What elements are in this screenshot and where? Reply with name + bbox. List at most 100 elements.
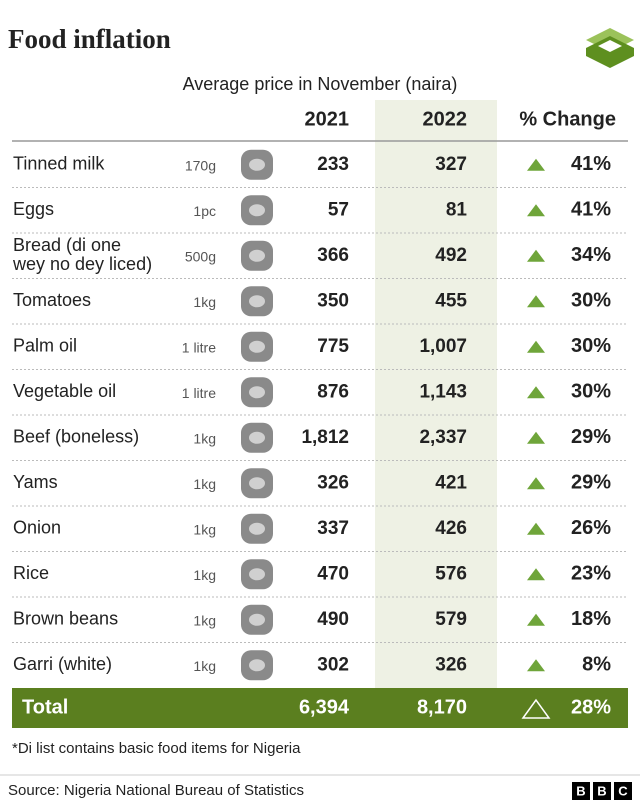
item-name: Brown beans — [13, 609, 118, 629]
item-icon-detail — [249, 340, 265, 353]
up-arrow — [527, 431, 545, 444]
price-2021: 302 — [317, 654, 349, 675]
up-arrow — [521, 698, 551, 719]
item-icon-detail — [249, 568, 265, 581]
price-2022: 327 — [435, 154, 467, 175]
item-icon-detail — [249, 613, 265, 626]
price-2021: 876 — [317, 381, 349, 402]
pct-change: 30% — [571, 381, 611, 403]
item-name: Garri (white) — [13, 654, 112, 674]
header-cell: 2021 — [305, 108, 350, 130]
up-arrow — [527, 295, 545, 308]
item-name: Yams — [13, 472, 58, 492]
item-name: wey no dey liced) — [12, 254, 152, 274]
up-arrow — [527, 249, 545, 262]
price-2021: 337 — [317, 518, 349, 539]
price-2022: 576 — [435, 563, 467, 584]
price-2022: 455 — [435, 290, 467, 311]
item-unit: 1kg — [193, 612, 216, 628]
item-name: Rice — [13, 563, 49, 583]
price-2021: 775 — [317, 336, 349, 357]
item-icon-detail — [249, 477, 265, 490]
logo-icon — [586, 28, 634, 68]
item-name: Palm oil — [13, 336, 77, 356]
title: Food inflation — [8, 24, 171, 54]
price-2021: 233 — [317, 154, 349, 175]
item-name: Eggs — [13, 199, 54, 219]
footnote: *Di list contains basic food items for N… — [12, 740, 301, 757]
item-icon-detail — [249, 249, 265, 262]
item-name: Bread (di one — [13, 235, 121, 255]
item-icon-detail — [249, 659, 265, 672]
logo-letter: B — [576, 783, 585, 798]
price-2022: 81 — [446, 199, 468, 220]
up-arrow — [527, 522, 545, 535]
item-unit: 170g — [185, 157, 216, 173]
pct-change: 8% — [582, 654, 611, 676]
pct-change: 34% — [571, 244, 611, 266]
up-arrow — [527, 659, 545, 672]
price-2021: 57 — [328, 199, 349, 220]
item-icon-detail — [249, 158, 265, 171]
price-2022: 326 — [435, 654, 467, 675]
price-2021: 490 — [317, 609, 349, 630]
item-unit: 1kg — [193, 476, 216, 492]
up-arrow — [527, 204, 545, 217]
price-2022: 1,143 — [419, 381, 467, 402]
up-arrow — [527, 386, 545, 399]
up-arrow — [527, 340, 545, 353]
logo-letter: C — [618, 783, 628, 798]
item-unit: 1kg — [193, 294, 216, 310]
item-name: Tinned milk — [13, 154, 105, 174]
pct-change: 41% — [571, 153, 611, 175]
pct-change: 29% — [571, 426, 611, 448]
up-arrow — [527, 158, 545, 171]
price-2022: 426 — [435, 518, 467, 539]
up-arrow — [527, 477, 545, 490]
header-cell: 2022 — [423, 108, 468, 130]
total-cell: 28% — [571, 696, 611, 718]
price-2021: 350 — [317, 290, 349, 311]
item-icon-detail — [249, 386, 265, 399]
item-icon-detail — [249, 431, 265, 444]
pct-change: 23% — [571, 563, 611, 585]
bbc-logo: B B C — [572, 782, 632, 800]
price-2021: 470 — [317, 563, 349, 584]
item-unit: 1 litre — [182, 339, 216, 355]
item-icon-detail — [249, 204, 265, 217]
highlight-column — [375, 100, 497, 688]
item-unit: 500g — [185, 248, 216, 264]
total-label: Total — [22, 696, 68, 718]
price-2022: 421 — [435, 472, 467, 493]
price-2021: 326 — [317, 472, 349, 493]
item-icon-detail — [249, 522, 265, 535]
price-2022: 1,007 — [419, 336, 467, 357]
subtitle: Average price in November (naira) — [183, 74, 458, 94]
item-icon-detail — [249, 295, 265, 308]
item-unit: 1 litre — [182, 385, 216, 401]
item-unit: 1kg — [193, 521, 216, 537]
price-2022: 2,337 — [419, 427, 467, 448]
pct-change: 18% — [571, 608, 611, 630]
pct-change: 30% — [571, 335, 611, 357]
pct-change: 26% — [571, 517, 611, 539]
up-arrow — [527, 568, 545, 581]
price-2022: 492 — [435, 245, 467, 266]
item-name: Onion — [13, 518, 61, 538]
total-cell: 8,170 — [417, 696, 467, 718]
item-unit: 1pc — [193, 203, 216, 219]
pct-change: 30% — [571, 290, 611, 312]
item-unit: 1kg — [193, 658, 216, 674]
item-unit: 1kg — [193, 430, 216, 446]
up-arrow — [527, 613, 545, 626]
pct-change: 41% — [571, 199, 611, 221]
pct-change: 29% — [571, 472, 611, 494]
source: Source: Nigeria National Bureau of Stati… — [8, 782, 304, 799]
header-cell: % Change — [519, 108, 616, 130]
item-name: Vegetable oil — [13, 381, 116, 401]
total-bar — [12, 688, 628, 728]
price-2021: 366 — [317, 245, 349, 266]
item-name: Tomatoes — [13, 290, 91, 310]
